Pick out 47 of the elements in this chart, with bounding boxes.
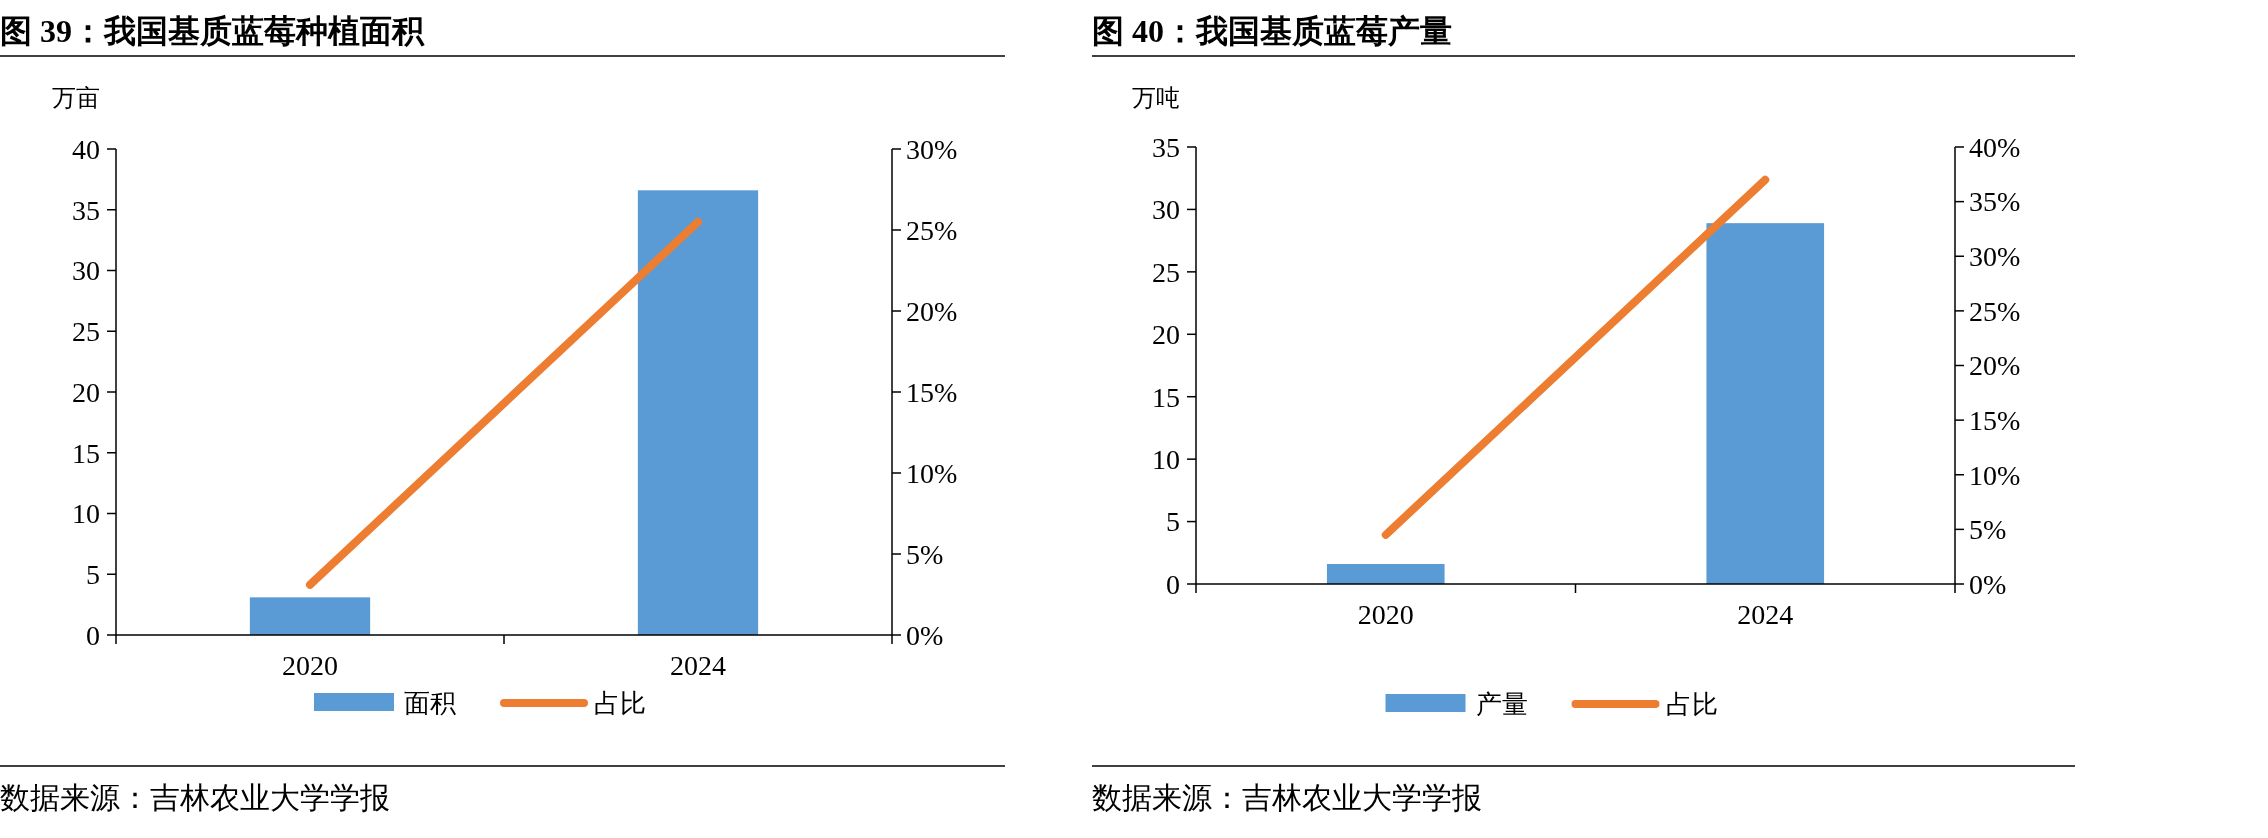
y2-tick-label: 0% — [906, 619, 944, 651]
y-tick-label: 40 — [72, 133, 100, 165]
x-tick-label: 2024 — [670, 650, 726, 681]
y-tick-label: 15 — [1152, 381, 1180, 413]
y-tick-label: 15 — [72, 437, 100, 469]
y2-tick-label: 0% — [1969, 568, 2007, 600]
y-tick-label: 35 — [72, 194, 100, 226]
y2-tick-label: 30% — [1969, 241, 2021, 273]
y2-tick-label: 5% — [1969, 514, 2007, 546]
y-tick-label: 10 — [1152, 443, 1180, 475]
y-tick-label: 0 — [1166, 568, 1180, 600]
x-tick-label: 2020 — [1357, 599, 1414, 630]
y-axis-title: 万吨 — [1132, 85, 1180, 111]
source-note: 数据来源：吉林农业大学学报 — [0, 781, 390, 814]
y2-tick-label: 15% — [906, 376, 958, 408]
x-tick-label: 2024 — [1737, 599, 1794, 630]
y-axis-title: 万亩 — [52, 85, 100, 111]
y2-tick-label: 15% — [1969, 404, 2021, 436]
y-tick-label: 25 — [1152, 256, 1180, 288]
legend-label: 面积 — [404, 689, 456, 719]
y2-tick-label: 25% — [906, 214, 958, 246]
chart-title: 图 39：我国基质蓝莓种植面积 — [0, 13, 425, 49]
y-tick-label: 0 — [86, 619, 100, 651]
y2-tick-label: 5% — [906, 538, 944, 570]
y2-tick-label: 40% — [1969, 131, 2021, 163]
y2-tick-label: 35% — [1969, 186, 2021, 218]
y2-tick-label: 30% — [906, 133, 958, 165]
legend-label: 占比 — [594, 689, 646, 719]
legend-label: 占比 — [1665, 690, 1718, 720]
legend-label: 产量 — [1475, 690, 1528, 720]
y2-tick-label: 20% — [1969, 350, 2021, 382]
y-tick-label: 30 — [1152, 194, 1180, 226]
y2-tick-label: 10% — [906, 457, 958, 489]
y-tick-label: 10 — [72, 498, 100, 530]
y2-tick-label: 10% — [1969, 459, 2021, 491]
y-tick-label: 30 — [72, 255, 100, 287]
y-tick-label: 20 — [72, 376, 100, 408]
y2-tick-label: 20% — [906, 295, 958, 327]
y-tick-label: 20 — [1152, 319, 1180, 351]
y-tick-label: 5 — [1166, 506, 1180, 538]
x-tick-label: 2020 — [282, 650, 338, 681]
y-tick-label: 35 — [1152, 131, 1180, 163]
chart-title: 图 40：我国基质蓝莓产量 — [1092, 13, 1452, 49]
source-note: 数据来源：吉林农业大学学报 — [1092, 781, 1482, 814]
y2-tick-label: 25% — [1969, 295, 2021, 327]
y-tick-label: 25 — [72, 316, 100, 348]
y-tick-label: 5 — [86, 559, 100, 591]
